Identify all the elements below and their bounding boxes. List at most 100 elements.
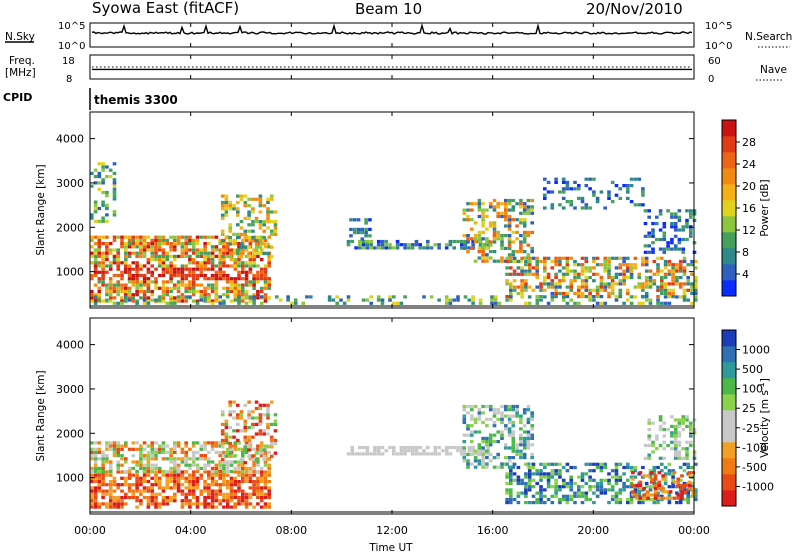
scatter-cell xyxy=(683,483,688,487)
scatter-cell xyxy=(569,488,573,492)
scatter-cell xyxy=(169,242,173,246)
scatter-cell xyxy=(395,239,400,244)
scatter-cell xyxy=(481,449,485,453)
scatter-cell xyxy=(466,202,470,206)
scatter-cell xyxy=(188,457,192,461)
scatter-cell xyxy=(112,194,117,198)
colorbar-swatch xyxy=(722,410,736,427)
colorbar-swatch xyxy=(722,442,736,459)
scatter-cell xyxy=(229,499,234,503)
scatter-cell xyxy=(210,492,215,496)
scatter-cell xyxy=(267,502,271,506)
scatter-cell xyxy=(173,286,177,290)
scatter-cell xyxy=(466,427,470,431)
scatter-cell xyxy=(339,298,343,302)
scatter-cell xyxy=(157,261,162,265)
scatter-cell xyxy=(346,295,351,299)
scatter-cell xyxy=(667,259,672,264)
scatter-cell xyxy=(248,264,253,268)
scatter-cell xyxy=(135,505,139,509)
scatter-cell xyxy=(127,270,132,274)
scatter-cell xyxy=(173,254,177,258)
scatter-cell xyxy=(243,200,248,205)
scatter-cell xyxy=(165,486,170,490)
scatter-cell xyxy=(462,408,467,412)
scatter-cell xyxy=(637,177,641,181)
scatter-cell xyxy=(101,457,105,461)
scatter-cell xyxy=(266,403,270,407)
scatter-cell xyxy=(273,442,278,446)
scatter-cell xyxy=(237,463,241,467)
scatter-cell xyxy=(550,282,555,286)
scatter-cell xyxy=(546,481,551,486)
scatter-cell xyxy=(273,229,278,233)
scatter-cell xyxy=(662,447,667,451)
scatter-cell xyxy=(222,301,226,305)
scatter-cell xyxy=(180,299,185,303)
scatter-cell xyxy=(462,420,467,425)
scatter-cell xyxy=(173,270,177,274)
scatter-cell xyxy=(403,295,407,299)
scatter-cell xyxy=(252,470,256,474)
scatter-cell xyxy=(191,277,196,281)
scatter-cell xyxy=(224,204,229,208)
scatter-cell xyxy=(97,296,102,300)
scatter-cell xyxy=(150,486,154,490)
scatter-cell xyxy=(105,293,109,297)
scatter-cell xyxy=(520,481,524,486)
scatter-cell xyxy=(90,486,94,490)
scatter-cell xyxy=(592,462,596,466)
scatter-cell xyxy=(677,209,682,213)
scatter-cell xyxy=(243,204,248,208)
scatter-cell xyxy=(535,469,539,473)
scatter-cell xyxy=(663,465,668,470)
scatter-cell xyxy=(644,282,649,286)
scatter-cell xyxy=(505,497,509,502)
scatter-cell xyxy=(667,462,672,466)
scatter-cell xyxy=(191,251,196,255)
scatter-cell xyxy=(504,446,508,450)
scatter-cell xyxy=(364,221,368,225)
scatter-cell xyxy=(184,486,188,490)
scatter-cell xyxy=(638,487,643,491)
scatter-cell xyxy=(203,483,207,487)
scatter-cell xyxy=(460,449,464,453)
scatter-cell xyxy=(229,476,234,480)
scatter-cell xyxy=(195,283,200,287)
scatter-cell xyxy=(673,450,678,454)
scatter-cell xyxy=(473,240,478,244)
scatter-cell xyxy=(184,441,188,445)
scatter-cell xyxy=(522,218,527,222)
scatter-cell xyxy=(527,263,532,267)
scatter-cell xyxy=(228,454,232,458)
scatter-cell xyxy=(150,476,154,480)
scatter-cell xyxy=(462,417,467,421)
scatter-cell xyxy=(543,295,547,299)
scatter-cell xyxy=(263,283,268,287)
scatter-cell xyxy=(526,420,531,425)
scatter-cell xyxy=(218,454,222,458)
scatter-cell xyxy=(660,275,664,280)
scatter-cell xyxy=(142,441,147,445)
scatter-cell xyxy=(580,491,585,495)
scatter-cell xyxy=(207,235,211,239)
scatter-cell xyxy=(546,180,551,184)
scatter-cell xyxy=(169,289,173,294)
scatter-cell xyxy=(188,466,192,470)
scatter-cell xyxy=(500,417,504,421)
scatter-cell xyxy=(689,234,693,238)
scatter-cell xyxy=(682,298,687,302)
scatter-cell xyxy=(101,466,105,470)
scatter-cell xyxy=(610,200,615,204)
scatter-cell xyxy=(477,446,482,450)
scatter-cell xyxy=(531,272,536,276)
scatter-cell xyxy=(191,280,196,284)
scatter-cell xyxy=(527,272,532,276)
nave-label: Nave xyxy=(760,64,787,76)
scatter-cell xyxy=(237,277,241,281)
scatter-cell xyxy=(437,452,441,456)
scatter-cell xyxy=(493,298,498,302)
scatter-cell xyxy=(358,445,362,450)
scatter-cell xyxy=(565,256,570,260)
scatter-cell xyxy=(505,298,509,302)
